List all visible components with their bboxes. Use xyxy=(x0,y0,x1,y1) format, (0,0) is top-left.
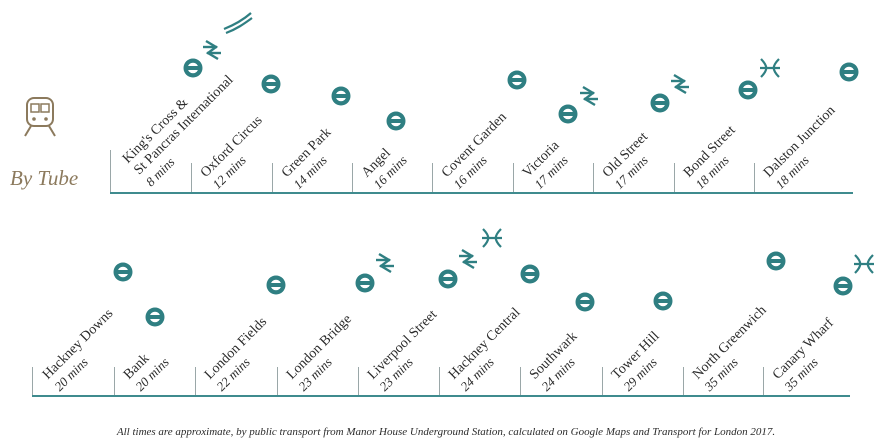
timeline-tick xyxy=(674,163,675,192)
timeline-tick xyxy=(432,163,433,192)
national-rail-icon xyxy=(578,85,600,107)
underground-roundel-icon xyxy=(507,70,527,90)
timeline-tick xyxy=(439,367,440,395)
underground-roundel-icon xyxy=(261,74,281,94)
underground-roundel-icon xyxy=(386,111,406,131)
underground-roundel-icon xyxy=(833,276,853,296)
elizabeth-line-icon xyxy=(480,227,504,249)
timeline-tick xyxy=(602,367,603,395)
tube-train-icon xyxy=(24,97,56,137)
underground-roundel-icon xyxy=(145,307,165,327)
elizabeth-line-icon xyxy=(758,57,782,79)
underground-roundel-icon xyxy=(558,104,578,124)
underground-roundel-icon xyxy=(520,264,540,284)
underground-roundel-icon xyxy=(331,86,351,106)
national-rail-icon xyxy=(457,248,479,270)
underground-roundel-icon xyxy=(438,269,458,289)
section-heading: By Tube xyxy=(10,166,79,190)
underground-roundel-icon xyxy=(766,251,786,271)
timeline-tick xyxy=(754,163,755,192)
timeline-tick xyxy=(114,367,115,395)
timeline-tick xyxy=(520,367,521,395)
underground-roundel-icon xyxy=(113,262,133,282)
timeline-row-1 xyxy=(110,192,853,194)
underground-roundel-icon xyxy=(575,292,595,312)
national-rail-icon xyxy=(201,39,223,61)
timeline-row-2 xyxy=(32,395,850,397)
timeline-tick xyxy=(683,367,684,395)
timeline-tick xyxy=(32,367,33,395)
underground-roundel-icon xyxy=(839,62,859,82)
timeline-tick xyxy=(358,367,359,395)
timeline-tick xyxy=(513,163,514,192)
underground-roundel-icon xyxy=(183,58,203,78)
national-rail-icon xyxy=(374,252,396,274)
elizabeth-line-icon xyxy=(852,253,876,275)
underground-roundel-icon xyxy=(653,291,673,311)
underground-roundel-icon xyxy=(738,80,758,100)
timeline-tick xyxy=(191,163,192,192)
timeline-tick xyxy=(277,367,278,395)
timeline-tick xyxy=(195,367,196,395)
timeline-tick xyxy=(352,163,353,192)
timeline-tick xyxy=(110,150,111,192)
timeline-tick xyxy=(763,367,764,395)
timeline-tick xyxy=(593,163,594,192)
underground-roundel-icon xyxy=(355,273,375,293)
footnote: All times are approximate, by public tra… xyxy=(116,426,776,438)
timeline-tick xyxy=(272,163,273,192)
eurostar-icon xyxy=(222,11,254,35)
national-rail-icon xyxy=(669,73,691,95)
underground-roundel-icon xyxy=(650,93,670,113)
underground-roundel-icon xyxy=(266,275,286,295)
